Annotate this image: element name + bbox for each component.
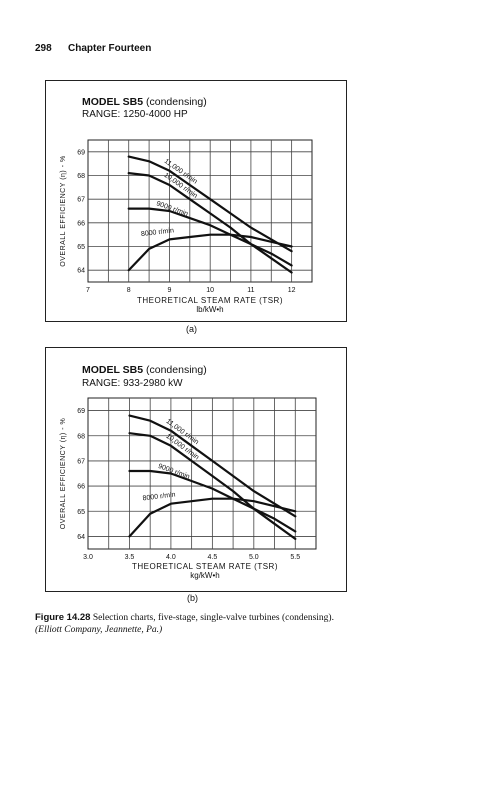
chart-b-ytick-label: 69: [77, 408, 85, 415]
figure-credit: (Elliott Company, Jeannette, Pa.): [35, 625, 163, 635]
chart-b-xtick-label: 5.0: [249, 554, 259, 561]
chart-panel-a: [45, 80, 347, 322]
chart-b-series-line-2: [128, 432, 297, 540]
chart-b-xtick-label: 5.5: [290, 554, 300, 561]
chapter-title: Chapter Fourteen: [68, 43, 152, 54]
chart-a-xtick-label: 11: [247, 287, 254, 294]
chart-b-xtick-label: 4.0: [166, 554, 176, 561]
chart-b-model-note: (condensing): [146, 364, 207, 376]
chart-a-title: MODEL SB5 (condensing): [82, 96, 207, 108]
chart-a-ytick-label: 64: [77, 268, 85, 275]
chart-b-title: MODEL SB5 (condensing): [82, 364, 207, 376]
chart-a-xtick-label: 7: [86, 287, 90, 294]
chart-a-xtick-label: 10: [206, 287, 214, 294]
chart-a-model-note: (condensing): [146, 96, 207, 108]
chart-b-xtick-label: 3.0: [83, 554, 93, 561]
chart-b-series-label-4: 8000 r/min: [142, 491, 176, 502]
chart-a-panel-label: (a): [186, 324, 197, 334]
chart-b-ytick-label: 66: [77, 484, 85, 491]
chart-b-range: RANGE: 933-2980 kW: [82, 378, 183, 389]
chart-b-xunit: kg/kW•h: [190, 571, 220, 580]
chart-b-xlabel: THEORETICAL STEAM RATE (TSR): [131, 562, 278, 571]
chart-a-ytick-label: 69: [77, 149, 85, 156]
chart-a-ytick-label: 68: [77, 173, 85, 180]
chart-a-xtick-label: 12: [288, 287, 296, 294]
chart-b-ylabel: OVERALL EFFICIENCY (η) - %: [60, 418, 67, 529]
chart-b-xtick-label: 4.5: [207, 554, 217, 561]
chart-a-ytick-label: 66: [77, 220, 85, 227]
chart-b-series-line-1: [128, 414, 297, 518]
chart-a-ytick-label: 65: [77, 244, 85, 251]
chart-a-range: RANGE: 1250-4000 HP: [82, 109, 188, 120]
chart-a-xlabel: THEORETICAL STEAM RATE (TSR): [136, 296, 283, 305]
chart-a-series-line-4: [127, 233, 293, 272]
chart-b-ytick-label: 68: [77, 433, 85, 440]
figure-caption: Figure 14.28 Selection charts, five-stag…: [35, 612, 355, 636]
chart-panel-b: [45, 347, 347, 592]
chart-a-ylabel: OVERALL EFFICIENCY (η) - %: [60, 155, 67, 266]
figure-label: Figure 14.28: [35, 612, 91, 623]
chart-a-series-line-1: [127, 155, 293, 253]
chart-a-model: MODEL SB5: [82, 96, 144, 108]
chart-b-xtick-label: 3.5: [125, 554, 135, 561]
chart-a-ytick-label: 67: [77, 197, 85, 204]
page-number: 298: [35, 43, 52, 54]
chart-b-series-line-4: [128, 497, 297, 538]
chart-a-xtick-label: 8: [127, 287, 131, 294]
chart-b-series-line-3: [128, 469, 297, 533]
chart-b-panel-label: (b): [187, 593, 198, 603]
figure-caption-text: Selection charts, five-stage, single-val…: [92, 613, 334, 623]
chart-a-series-label-4: 8000 r/min: [141, 227, 175, 238]
chart-a-xtick-label: 9: [168, 287, 172, 294]
chart-a-xunit: lb/kW•h: [196, 305, 224, 314]
chart-a-plot-frame: [87, 139, 313, 283]
chart-b-ytick-label: 67: [77, 458, 85, 465]
chart-b-plot-frame: [87, 397, 317, 550]
chart-a-series-line-2: [127, 172, 293, 274]
chart-b-ytick-label: 64: [77, 534, 85, 541]
chart-b-model: MODEL SB5: [82, 364, 144, 376]
chart-a-series-line-3: [127, 207, 293, 267]
chart-b-ytick-label: 65: [77, 509, 85, 516]
